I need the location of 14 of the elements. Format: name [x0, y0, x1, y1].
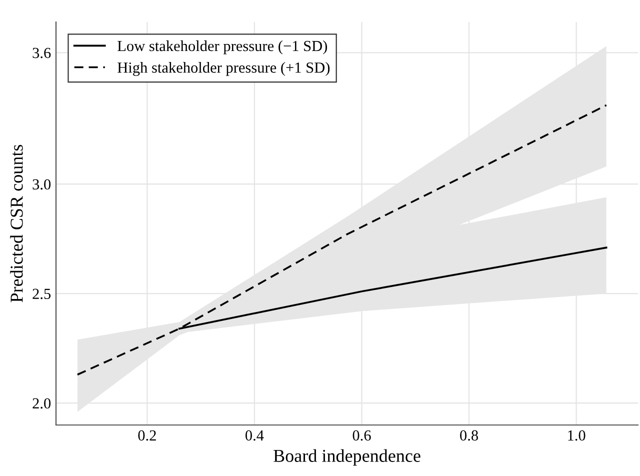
y-tick-label: 2.5	[32, 288, 51, 300]
x-tick-label: 0.2	[138, 430, 156, 441]
x-tick-label: 0.6	[352, 430, 371, 441]
y-tick-label: 3.6	[32, 48, 51, 58]
legend-label: Low stakeholder pressure (−1 SD)	[118, 40, 328, 54]
x-tick-label: 0.8	[460, 430, 478, 441]
line-series	[76, 104, 608, 376]
y-tick-label: 3.0	[32, 179, 51, 190]
y-tick-label: 2.0	[32, 398, 51, 409]
legend-label: High stakeholder pressure (+1 SD)	[118, 62, 330, 76]
x-axis-title: Board independence	[274, 449, 420, 466]
y-axis-title: Predicted CSR counts	[10, 144, 23, 302]
x-tick-label: 1.0	[568, 430, 586, 441]
x-tick-label: 0.4	[246, 430, 264, 441]
